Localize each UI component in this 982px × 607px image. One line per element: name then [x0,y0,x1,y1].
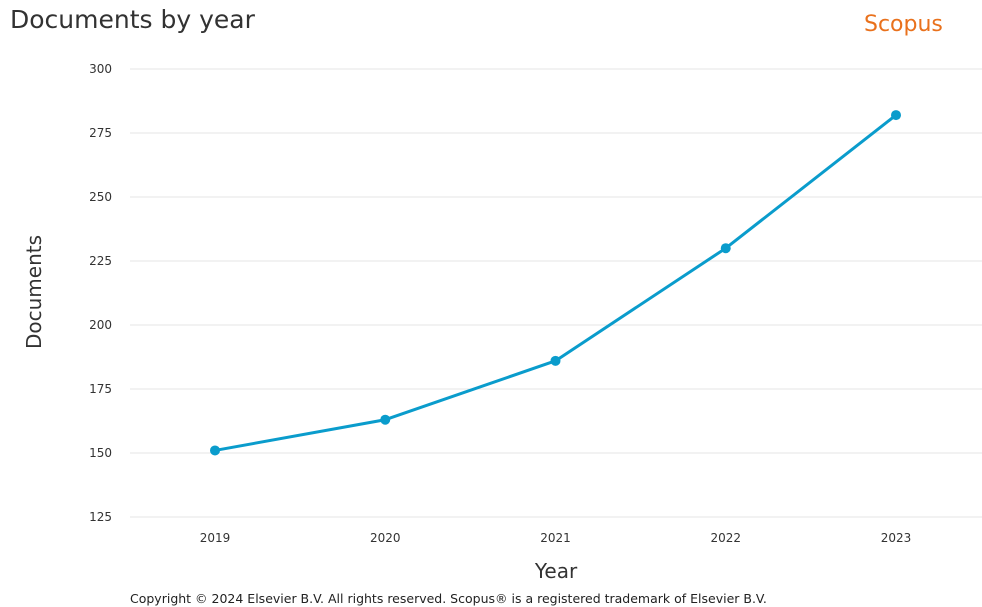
x-tick-label: 2023 [881,531,912,545]
series-documents [210,110,901,456]
y-tick-label: 275 [89,126,112,140]
grid-lines [130,68,982,518]
x-axis-title: Year [534,559,578,583]
x-tick-label: 2021 [540,531,571,545]
y-tick-label: 250 [89,190,112,204]
y-tick-label: 125 [89,510,112,524]
y-tick-label: 300 [89,62,112,76]
y-tick-label: 150 [89,446,112,460]
data-point [891,110,901,121]
copyright-notice: Copyright © 2024 Elsevier B.V. All right… [130,591,767,606]
data-point [550,355,561,366]
y-axis-ticks: 125 150 175 200 225 250 275 300 [89,62,112,524]
y-tick-label: 175 [89,382,112,396]
x-tick-label: 2019 [200,531,231,545]
x-axis-ticks: 2019 2020 2021 2022 2023 [200,531,912,545]
y-tick-label: 200 [89,318,112,332]
y-tick-label: 225 [89,254,112,268]
data-point [720,243,731,254]
y-axis-title: Documents [22,235,46,349]
x-tick-label: 2022 [710,531,741,545]
data-point [380,414,391,425]
data-point [210,445,220,456]
series-line [213,113,898,452]
chart-title: Documents by year [10,5,255,34]
scopus-logo: Scopus [864,12,943,37]
x-tick-label: 2020 [370,531,401,545]
